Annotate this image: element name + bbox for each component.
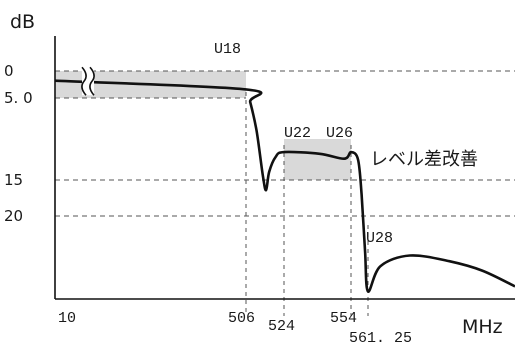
axis-break-mark-1 — [81, 66, 87, 96]
y-axis-label: dB — [10, 11, 35, 33]
channel-label-1: U18 — [214, 41, 241, 58]
horizontal-guides — [55, 70, 515, 217]
x-tick-label-3: 524 — [268, 318, 295, 335]
x-tick-label-4: 554 — [330, 310, 357, 327]
x-axis-label: MHz — [462, 316, 503, 338]
level-difference-label: レベル差改善 — [370, 149, 478, 170]
response-curve — [54, 66, 515, 293]
labels: 0 5. 0 15 20 dB MHz 10 506 524 554 561. 25 U18 U22 U2… — [4, 11, 503, 345]
channel-label-3: U26 — [326, 125, 353, 142]
channel-label-2: U22 — [284, 125, 311, 142]
axis-break-mark-2 — [89, 66, 95, 96]
y-tick-label-1: 0 — [4, 62, 14, 80]
y-tick-label-4: 20 — [4, 207, 23, 225]
x-tick-label-5: 561. 25 — [349, 330, 412, 345]
axes — [54, 36, 515, 300]
y-tick-label-2: 5. 0 — [4, 89, 33, 107]
x-tick-label-2: 506 — [228, 310, 255, 327]
x-tick-label-1: 10 — [58, 310, 76, 327]
series-line — [54, 79, 515, 293]
channel-label-4: U28 — [366, 230, 393, 247]
axis-break-gap — [82, 67, 94, 96]
vertical-guides — [245, 92, 369, 316]
y-tick-label-3: 15 — [4, 171, 23, 189]
